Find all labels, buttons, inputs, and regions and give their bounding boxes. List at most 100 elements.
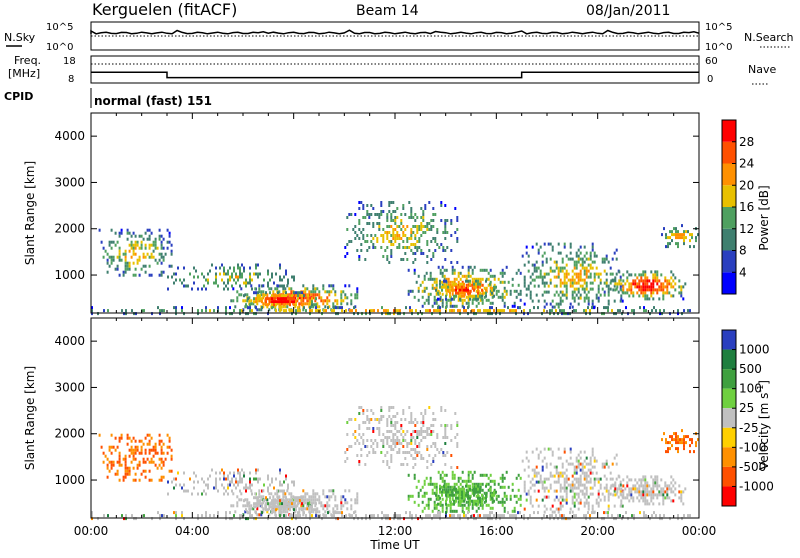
velocity-cell: [447, 503, 450, 507]
power-cell: [545, 272, 548, 276]
power-cell: [388, 204, 391, 207]
velocity-cell: [469, 487, 471, 491]
velocity-cell: [597, 480, 600, 484]
power-cell: [310, 305, 313, 309]
power-cell: [451, 304, 454, 308]
velocity-cell: [134, 445, 137, 449]
power-cell: [593, 254, 596, 258]
velocity-cell: [461, 493, 463, 497]
velocity-cell: [577, 486, 580, 490]
power-cell: [249, 281, 251, 285]
power-cell: [642, 270, 645, 274]
power-cell: [265, 303, 267, 307]
velocity-cell: [644, 493, 647, 497]
power-cell: [420, 252, 423, 255]
velocity-cell: [152, 454, 155, 458]
velocity-cell: [563, 447, 566, 451]
velocity-cell: [257, 477, 259, 481]
velocity-cell: [390, 457, 393, 460]
velocity-cell: [644, 475, 647, 479]
velocity-cell: [121, 514, 123, 518]
velocity-cell: [535, 498, 538, 502]
power-cell: [491, 306, 493, 310]
power-cell: [465, 288, 467, 292]
power-cell: [217, 284, 219, 288]
power-cell: [394, 216, 397, 219]
velocity-cell: [674, 487, 677, 491]
power-cell: [451, 292, 454, 296]
velocity-cell: [283, 514, 285, 518]
velocity-cell: [225, 489, 227, 493]
power-cell: [543, 290, 546, 294]
velocity-cell: [227, 483, 229, 487]
velocity-cell: [247, 486, 249, 490]
velocity-cell: [351, 514, 353, 518]
velocity-cell: [455, 509, 458, 513]
power-cell: [283, 275, 285, 279]
velocity-cell: [501, 473, 504, 477]
power-cell: [413, 268, 416, 272]
power-cell: [304, 293, 307, 297]
velocity-cell: [144, 475, 147, 479]
velocity-cell: [503, 494, 506, 498]
power-cell: [612, 279, 615, 283]
velocity-cell: [362, 433, 365, 436]
power-cell: [285, 294, 287, 298]
velocity-cell: [497, 482, 500, 486]
velocity-cell: [545, 486, 548, 490]
power-cell: [376, 222, 379, 225]
power-cell: [601, 257, 604, 261]
velocity-cell: [237, 480, 239, 484]
velocity-cell: [279, 480, 281, 484]
velocity-cell: [285, 499, 287, 503]
velocity-cell: [591, 486, 594, 490]
velocity-cell: [315, 508, 317, 512]
power-cell: [527, 312, 529, 316]
power-cell: [398, 234, 401, 237]
power-cell: [437, 306, 439, 310]
velocity-cell: [394, 439, 397, 442]
power-cell: [575, 263, 578, 267]
power-cell: [565, 296, 568, 300]
power-cell: [559, 309, 561, 313]
velocity-cell: [634, 484, 637, 488]
velocity-cell: [569, 456, 572, 460]
velocity-cell: [497, 500, 500, 504]
velocity-cell: [689, 438, 691, 442]
velocity-cell: [519, 497, 522, 501]
velocity-cell: [561, 465, 564, 469]
velocity-cell: [646, 490, 649, 494]
velocity-cbar-tick-label: -500: [739, 460, 766, 474]
power-cell: [308, 296, 311, 300]
power-cell: [239, 269, 241, 273]
power-cell: [412, 231, 415, 234]
velocity-cell: [436, 436, 439, 439]
velocity-cell: [523, 483, 526, 487]
y-tick-label: 4000: [54, 129, 85, 143]
power-cell: [315, 306, 317, 310]
velocity-cell: [245, 489, 247, 493]
power-cell: [483, 291, 485, 295]
power-cell: [535, 242, 538, 246]
velocity-cell: [213, 486, 215, 490]
power-cell: [356, 287, 359, 291]
velocity-cell: [392, 448, 395, 451]
velocity-cell: [561, 498, 564, 502]
velocity-cell: [654, 493, 657, 497]
velocity-cell: [422, 421, 425, 424]
power-cell: [351, 309, 353, 313]
velocity-cell: [372, 448, 375, 451]
velocity-cell: [118, 478, 121, 482]
velocity-cell: [241, 480, 243, 484]
velocity-cell: [382, 442, 385, 445]
power-cell: [432, 225, 435, 228]
velocity-cell: [507, 511, 509, 515]
velocity-cell: [465, 500, 468, 504]
velocity-cell: [620, 502, 623, 506]
power-cell: [420, 249, 423, 252]
velocity-cell: [485, 503, 488, 507]
power-cell: [440, 243, 443, 246]
velocity-cell: [324, 504, 327, 508]
power-cell: [146, 237, 149, 241]
velocity-cell: [424, 412, 427, 415]
